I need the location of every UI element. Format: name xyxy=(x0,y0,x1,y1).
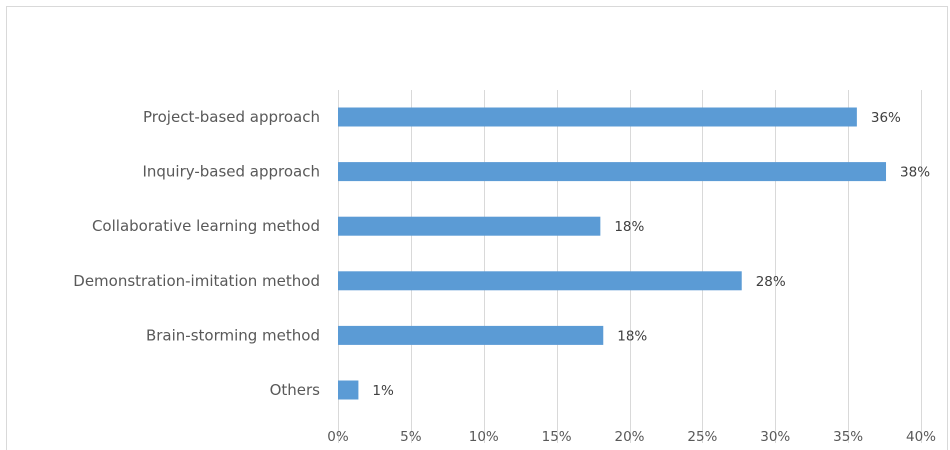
x-tick-label-30: 30% xyxy=(760,429,790,445)
category-label-1: Inquiry-based approach xyxy=(142,163,320,181)
x-tick-label-25: 25% xyxy=(687,429,717,445)
x-tick-label-0: 0% xyxy=(327,429,349,445)
x-tick-label-35: 35% xyxy=(833,429,863,445)
data-label-2: 18% xyxy=(614,219,644,235)
data-label-1: 38% xyxy=(900,165,930,181)
bar-2 xyxy=(338,216,601,236)
data-label-0: 36% xyxy=(871,110,901,126)
category-labels: Project-based approach Inquiry-based appr… xyxy=(73,108,320,399)
bar-4 xyxy=(338,325,604,345)
x-tick-label-5: 5% xyxy=(400,429,422,445)
bar-0 xyxy=(338,107,857,127)
x-tick-label-20: 20% xyxy=(614,429,644,445)
category-label-2: Collaborative learning method xyxy=(92,217,320,235)
bar-1 xyxy=(338,162,887,182)
category-label-5: Others xyxy=(270,381,321,399)
category-label-4: Brain-storming method xyxy=(146,326,320,344)
gridlines xyxy=(338,90,922,443)
x-axis-tick-labels: 0% 5% 10% 15% 20% 25% 30% 35% 40% xyxy=(327,429,936,445)
data-label-4: 18% xyxy=(617,328,647,344)
data-label-3: 28% xyxy=(756,274,786,290)
category-label-3: Demonstration-imitation method xyxy=(73,272,320,290)
bar-5 xyxy=(338,380,359,400)
data-labels: 36% 38% 18% 28% 18% 1% xyxy=(372,110,930,399)
x-tick-label-15: 15% xyxy=(542,429,572,445)
x-tick-label-40: 40% xyxy=(906,429,936,445)
category-label-0: Project-based approach xyxy=(143,108,320,126)
data-label-5: 1% xyxy=(372,383,394,399)
bars xyxy=(338,107,887,400)
x-tick-label-10: 10% xyxy=(469,429,499,445)
bar-3 xyxy=(338,271,742,291)
